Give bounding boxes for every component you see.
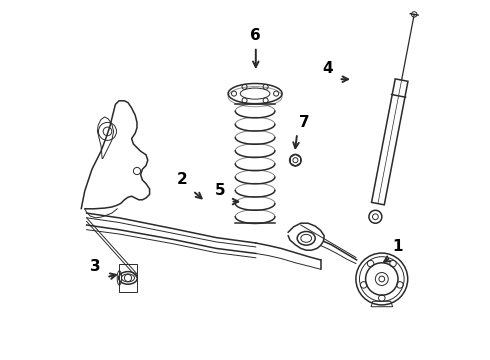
Text: 2: 2 (177, 172, 187, 187)
Text: 1: 1 (392, 239, 403, 254)
Text: 5: 5 (215, 183, 225, 198)
Text: 4: 4 (322, 60, 333, 76)
Text: 3: 3 (90, 258, 101, 274)
Text: 7: 7 (299, 114, 310, 130)
Text: 6: 6 (250, 28, 261, 43)
